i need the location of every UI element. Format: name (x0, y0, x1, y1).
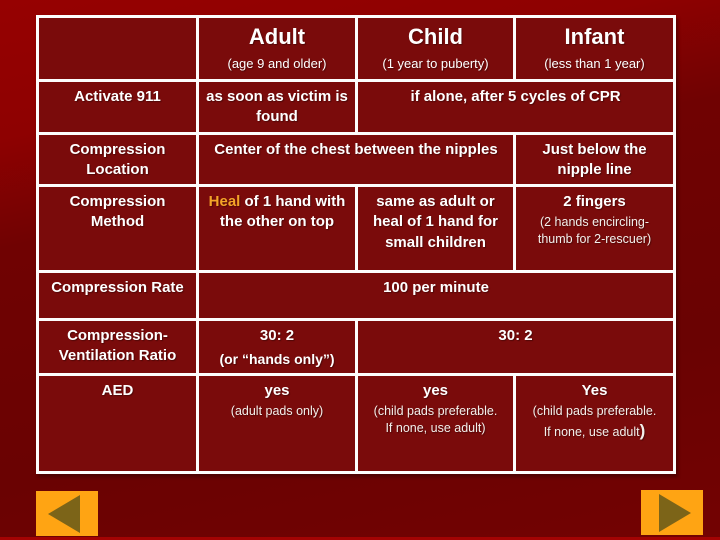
header-cell-child: Child (1 year to puberty) (355, 15, 516, 82)
aed-infant-note-line2-text: If none, use adult (543, 425, 640, 440)
aed-infant-note-line2: If none, use adult) (522, 420, 667, 443)
cell-aed-child: yes (child pads preferable. If none, use… (355, 373, 516, 475)
cell-location-infant: Just below the nipple line (513, 131, 676, 187)
table-row: Compression- Ventilation Ratio 30: 2 (or… (36, 317, 676, 377)
ratio-adult-note: (or “hands only”) (219, 351, 335, 368)
cell-rate-all: 100 per minute (196, 270, 676, 321)
adult-column-title: Adult (248, 24, 306, 49)
cpr-comparison-table: Adult (age 9 and older) Child (1 year to… (36, 15, 676, 475)
slide-bottom-accent-strip (0, 537, 720, 540)
aed-adult-main: yes (264, 382, 290, 400)
infant-column-subtitle: (less than 1 year) (544, 55, 645, 71)
cell-activate911-adult: as soon as victim is found (196, 79, 358, 135)
previous-slide-button[interactable] (36, 491, 98, 536)
infant-column-title: Infant (564, 24, 625, 49)
table-row: AED yes (adult pads only) yes (child pad… (36, 373, 676, 475)
previous-slide-icon (48, 494, 80, 533)
aed-infant-note-paren: ) (639, 421, 646, 441)
adult-column-subtitle: (age 9 and older) (227, 55, 327, 71)
table-row: Activate 911 as soon as victim is found … (36, 79, 676, 135)
next-slide-button[interactable] (641, 490, 703, 535)
aed-infant-main: Yes (581, 382, 608, 400)
cell-ratio-child-infant: 30: 2 (355, 317, 676, 377)
aed-child-note-line1: (child pads preferable. (373, 404, 498, 419)
table-row: Compression Method Heal of 1 hand with t… (36, 184, 676, 273)
cell-method-adult: Heal of 1 hand with the other on top (196, 184, 358, 273)
method-adult-rest: of 1 hand with the other on top (219, 193, 346, 231)
aed-infant-note-line1: (child pads preferable. (532, 404, 657, 419)
method-infant-main: 2 fingers (563, 193, 626, 210)
method-adult-highlight: Heal (208, 193, 241, 210)
cell-aed-infant: Yes (child pads preferable. If none, use… (513, 373, 676, 475)
table-row: Compression Location Center of the chest… (36, 131, 676, 187)
row-label-compression-ventilation-ratio: Compression- Ventilation Ratio (36, 317, 199, 377)
row-label-compression-method: Compression Method (36, 184, 199, 273)
child-column-title: Child (408, 24, 463, 49)
row-label-compression-location: Compression Location (36, 131, 199, 187)
cell-method-child: same as adult or heal of 1 hand for smal… (355, 184, 516, 273)
child-column-subtitle: (1 year to puberty) (382, 55, 489, 71)
aed-child-note-line2: If none, use adult) (385, 421, 486, 436)
row-label-aed: AED (36, 373, 199, 475)
aed-child-main: yes (422, 382, 449, 400)
next-slide-icon (659, 493, 691, 532)
cell-location-adult-child: Center of the chest between the nipples (196, 131, 516, 187)
aed-infant-note: (child pads preferable. If none, use adu… (522, 403, 667, 443)
header-cell-blank (36, 15, 199, 82)
ratio-adult-main: 30: 2 (259, 327, 295, 344)
cell-method-infant: 2 fingers (2 hands encircling- thumb for… (513, 184, 676, 273)
cell-activate911-child-infant: if alone, after 5 cycles of CPR (355, 79, 676, 135)
cell-ratio-adult: 30: 2 (or “hands only”) (196, 317, 358, 377)
row-label-activate-911: Activate 911 (36, 79, 199, 135)
aed-child-note: (child pads preferable. If none, use adu… (364, 403, 507, 437)
header-cell-infant: Infant (less than 1 year) (513, 15, 676, 82)
method-infant-note: (2 hands encircling- thumb for 2-rescuer… (537, 215, 652, 247)
table-row: Compression Rate 100 per minute (36, 270, 676, 321)
table-header-row: Adult (age 9 and older) Child (1 year to… (36, 15, 676, 82)
cell-aed-adult: yes (adult pads only) (196, 373, 358, 475)
aed-adult-note: (adult pads only) (230, 404, 324, 419)
row-label-compression-rate: Compression Rate (36, 270, 199, 321)
header-cell-adult: Adult (age 9 and older) (196, 15, 358, 82)
